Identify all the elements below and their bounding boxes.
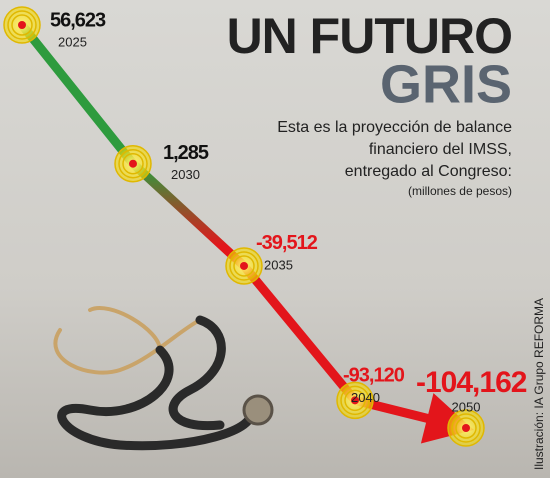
year-label: 2030 (171, 167, 200, 182)
title: UN FUTURO (227, 8, 512, 64)
stethoscope (53, 306, 274, 451)
year-label: 2035 (264, 257, 293, 272)
marker (18, 21, 26, 29)
value-label: -104,162 (416, 366, 527, 399)
marker-ring (122, 152, 144, 175)
marker-ring (229, 251, 259, 281)
subtitle-line: financiero del IMSS, (369, 141, 512, 158)
marker-ring (233, 255, 255, 277)
marker-ring (7, 10, 37, 40)
marker-ring (344, 389, 366, 412)
marker (129, 159, 137, 168)
subtitle-line: entregado al Congreso: (345, 163, 512, 180)
title-highlight: GRIS (380, 54, 512, 114)
subtitle-line: Esta es la proyección de balance (277, 119, 512, 136)
year-label: 2040 (351, 390, 380, 405)
marker (462, 424, 470, 432)
marker-ring (11, 14, 33, 36)
value-label: -93,120 (343, 365, 405, 387)
marker-ring (340, 385, 370, 416)
value-label: -39,512 (256, 232, 318, 254)
year-label: 2025 (58, 34, 87, 49)
value-label: 56,623 (50, 9, 106, 31)
marker (240, 261, 248, 270)
units: (millones de pesos) (408, 184, 512, 198)
credit: Ilustración: IA Grupo REFORMA (532, 298, 546, 470)
year-label: 2050 (452, 399, 481, 414)
marker-ring (455, 417, 477, 439)
marker-ring (118, 148, 148, 179)
marker-ring (451, 413, 481, 443)
value-label: 1,285 (163, 142, 209, 164)
marker (351, 396, 359, 405)
